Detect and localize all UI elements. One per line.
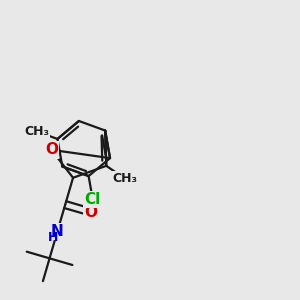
Text: CH₃: CH₃	[112, 172, 137, 185]
Text: N: N	[51, 224, 64, 239]
Text: O: O	[45, 142, 58, 158]
Text: CH₃: CH₃	[24, 125, 49, 138]
Text: O: O	[84, 205, 97, 220]
Text: H: H	[47, 231, 58, 244]
Text: Cl: Cl	[85, 192, 101, 207]
